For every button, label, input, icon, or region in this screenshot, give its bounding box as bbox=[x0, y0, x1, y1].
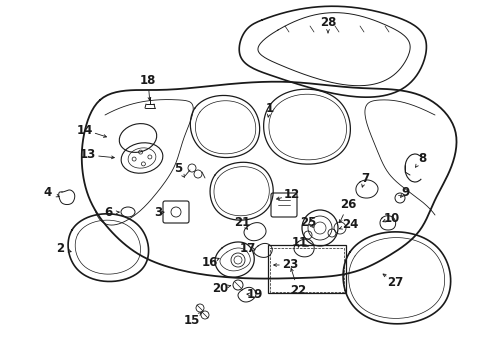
Text: 4: 4 bbox=[44, 185, 52, 198]
Text: 15: 15 bbox=[183, 314, 200, 327]
Text: 5: 5 bbox=[174, 162, 182, 175]
Text: 18: 18 bbox=[140, 73, 156, 86]
Text: 14: 14 bbox=[77, 123, 93, 136]
Text: 10: 10 bbox=[383, 211, 399, 225]
Text: 17: 17 bbox=[240, 242, 256, 255]
Text: 13: 13 bbox=[80, 148, 96, 162]
Text: 19: 19 bbox=[246, 288, 263, 302]
Text: 7: 7 bbox=[360, 171, 368, 184]
Text: 1: 1 bbox=[265, 102, 273, 114]
Text: 23: 23 bbox=[281, 258, 298, 271]
Bar bbox=[267, 245, 346, 293]
Text: 3: 3 bbox=[154, 207, 162, 220]
Text: 16: 16 bbox=[202, 256, 218, 269]
Text: 11: 11 bbox=[291, 235, 307, 248]
Text: 6: 6 bbox=[103, 207, 112, 220]
Bar bbox=[269, 248, 343, 292]
Text: 22: 22 bbox=[289, 284, 305, 297]
Text: 26: 26 bbox=[339, 198, 355, 211]
Text: 28: 28 bbox=[319, 15, 336, 28]
Text: 8: 8 bbox=[417, 152, 425, 165]
Text: 9: 9 bbox=[400, 185, 408, 198]
Text: 12: 12 bbox=[284, 189, 300, 202]
Text: 25: 25 bbox=[299, 216, 316, 229]
Text: 27: 27 bbox=[386, 275, 402, 288]
Text: 2: 2 bbox=[56, 242, 64, 255]
Text: 20: 20 bbox=[211, 282, 228, 294]
Text: 24: 24 bbox=[341, 219, 357, 231]
Text: 21: 21 bbox=[233, 216, 250, 229]
